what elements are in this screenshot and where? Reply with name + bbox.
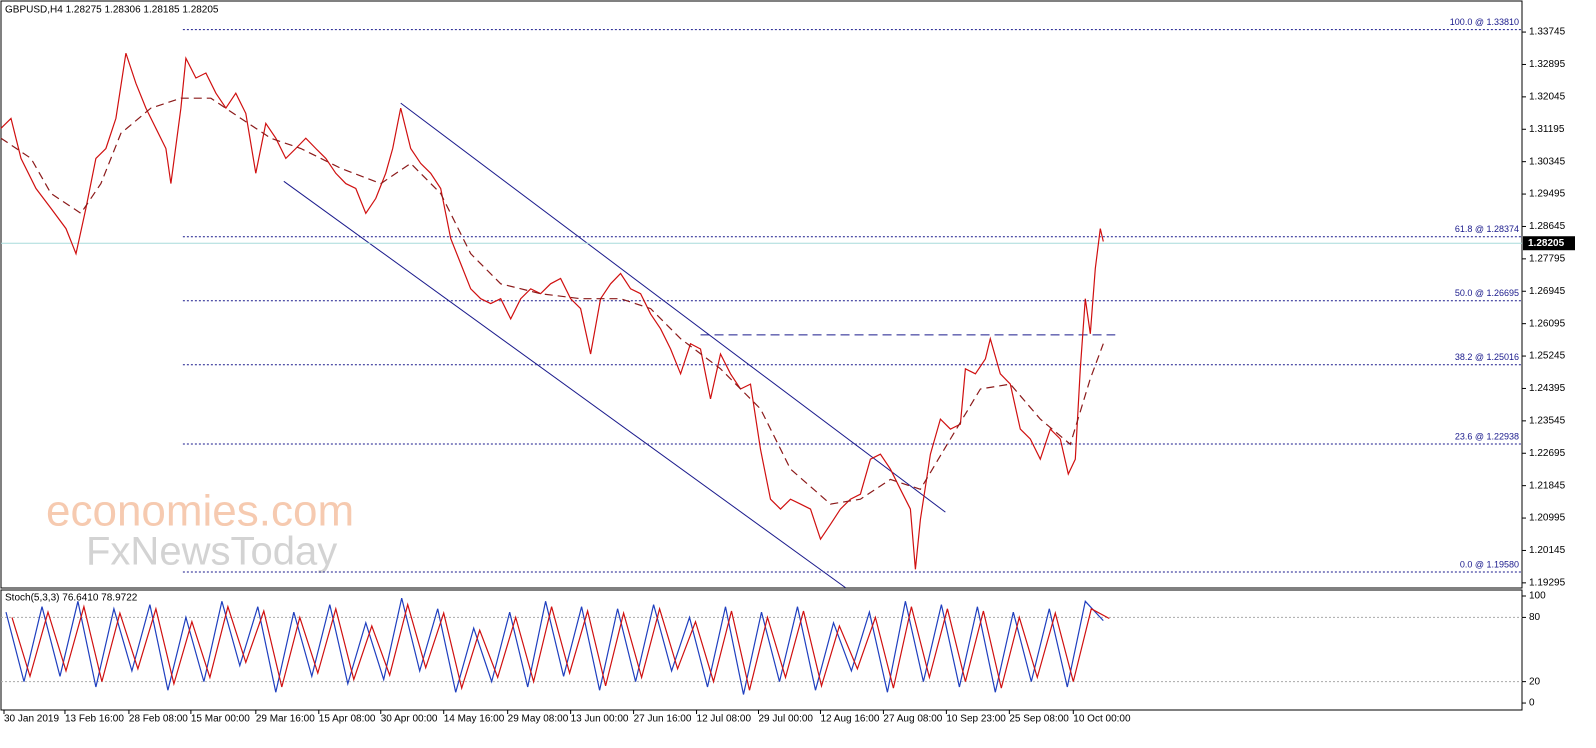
x-tick-label: 15 Apr 08:00: [319, 714, 376, 725]
fib-label: 23.6 @ 1.22938: [1455, 431, 1519, 441]
x-tick-label: 14 May 16:00: [444, 714, 505, 725]
y-tick-label: 1.21845: [1529, 480, 1566, 491]
fib-label: 61.8 @ 1.28374: [1455, 224, 1519, 234]
x-tick-label: 10 Sep 23:00: [946, 714, 1006, 725]
x-tick-label: 30 Apr 00:00: [381, 714, 438, 725]
series-line: [11, 602, 1110, 691]
last-price-label: 1.28205: [1528, 238, 1565, 249]
watermark: FxNewsToday: [86, 530, 337, 574]
series-line: [5, 597, 1104, 695]
y-tick-label: 1.32045: [1529, 92, 1566, 103]
y-tick-label: 1.33745: [1529, 27, 1566, 38]
y-tick-label: 1.30345: [1529, 156, 1566, 167]
x-tick-label: 15 Mar 00:00: [191, 714, 250, 725]
y-tick-label: 0: [1529, 698, 1535, 709]
y-tick-label: 1.26945: [1529, 286, 1566, 297]
indicator-title: Stoch(5,3,3) 76.6410 78.9722: [5, 593, 138, 604]
x-tick-label: 28 Feb 08:00: [129, 714, 188, 725]
x-tick-label: 30 Jan 2019: [4, 714, 59, 725]
x-tick-label: 25 Sep 08:00: [1009, 714, 1069, 725]
x-tick-label: 29 Jul 00:00: [759, 714, 814, 725]
y-tick-label: 80: [1529, 612, 1541, 623]
y-tick-label: 1.25245: [1529, 351, 1566, 362]
y-tick-label: 20: [1529, 676, 1541, 687]
x-tick-label: 12 Jul 08:00: [697, 714, 752, 725]
series-line: [0, 53, 1104, 570]
last-price-box: [1523, 236, 1575, 251]
chart-title: GBPUSD,H4 1.28275 1.28306 1.28185 1.2820…: [5, 5, 219, 16]
y-tick-label: 1.32895: [1529, 59, 1566, 70]
y-tick-label: 1.24395: [1529, 383, 1566, 394]
y-tick-label: 1.20145: [1529, 545, 1566, 556]
series-line: [0, 97, 1104, 505]
x-tick-label: 29 Mar 16:00: [256, 714, 315, 725]
x-tick-label: 12 Aug 16:00: [820, 714, 879, 725]
y-tick-label: 1.23545: [1529, 415, 1566, 426]
watermark: economies.com: [46, 487, 354, 536]
fib-label: 0.0 @ 1.19580: [1460, 559, 1519, 569]
x-tick-label: 10 Oct 00:00: [1073, 714, 1131, 725]
x-tick-label: 13 Feb 16:00: [65, 714, 124, 725]
y-tick-label: 100: [1529, 591, 1546, 602]
x-tick-label: 27 Jun 16:00: [634, 714, 692, 725]
stoch-frame: [0, 589, 1523, 711]
y-tick-label: 1.27795: [1529, 254, 1566, 265]
x-tick-label: 27 Aug 08:00: [883, 714, 942, 725]
y-tick-label: 1.31195: [1529, 124, 1565, 135]
y-tick-label: 1.19295: [1529, 577, 1566, 588]
price-frame: [0, 0, 1523, 589]
fib-label: 38.2 @ 1.25016: [1455, 352, 1519, 362]
y-tick-label: 1.28645: [1529, 221, 1566, 232]
trend-line: [283, 180, 846, 589]
y-tick-label: 1.26095: [1529, 318, 1566, 329]
x-tick-label: 13 Jun 00:00: [571, 714, 629, 725]
y-tick-label: 1.22695: [1529, 448, 1566, 459]
fib-label: 100.0 @ 1.33810: [1450, 17, 1519, 27]
y-tick-label: 1.29495: [1529, 189, 1566, 200]
trend-line: [400, 102, 946, 513]
x-tick-label: 29 May 08:00: [508, 714, 569, 725]
fib-label: 50.0 @ 1.26695: [1455, 288, 1519, 298]
y-tick-label: 1.20995: [1529, 513, 1566, 524]
